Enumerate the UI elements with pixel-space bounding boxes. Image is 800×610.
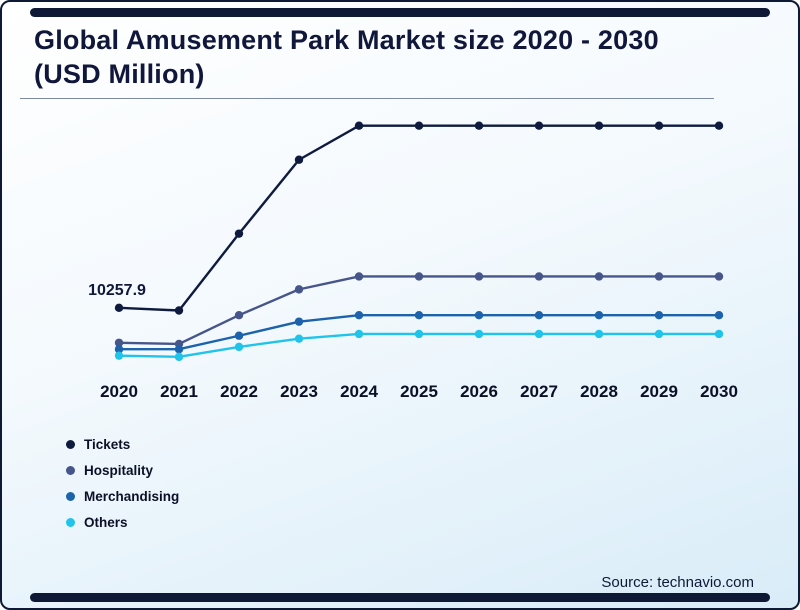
x-axis-label: 2030: [700, 382, 738, 401]
data-point-others: [114, 351, 124, 360]
line-chart: 2020 2021 2022 2023 2024 2025 2026 2027 2028 2029…: [64, 90, 744, 410]
data-point-merchandising: [174, 345, 184, 354]
top-bar-decoration: [30, 8, 770, 17]
data-point-tickets: [414, 121, 424, 130]
source-text: Source: technavio.com: [601, 574, 754, 591]
legend-label: Hospitality: [84, 463, 154, 478]
data-point-others: [594, 329, 604, 339]
data-point-tickets: [114, 303, 124, 313]
x-axis-label: 2024: [340, 382, 378, 401]
data-point-hospitality: [354, 272, 364, 281]
legend-item-tickets: Tickets: [66, 437, 179, 452]
legend-dot-hospitality-icon: [66, 466, 75, 475]
x-axis-label: 2022: [220, 382, 258, 401]
legend-item-hospitality: Hospitality: [66, 463, 179, 478]
legend-label: Merchandising: [84, 489, 180, 504]
data-point-merchandising: [234, 331, 244, 340]
data-point-tickets: [474, 121, 484, 130]
x-axis-label: 2029: [640, 382, 678, 401]
data-label-annotation: 10257.9: [88, 282, 146, 299]
data-point-tickets: [534, 121, 544, 130]
legend-label: Others: [84, 515, 128, 530]
legend-item-merchandising: Merchandising: [66, 489, 179, 504]
data-point-tickets: [594, 121, 604, 130]
x-axis-label: 2026: [460, 382, 498, 401]
data-point-merchandising: [114, 345, 124, 354]
data-point-hospitality: [234, 311, 244, 320]
legend-dot-others-icon: [66, 518, 75, 527]
data-point-merchandising: [654, 311, 664, 320]
data-point-others: [714, 329, 724, 339]
data-point-tickets: [714, 121, 724, 130]
series-line-tickets: [118, 124, 719, 312]
data-point-hospitality: [414, 272, 424, 281]
bottom-bar-decoration: [30, 593, 770, 602]
data-point-hospitality: [474, 272, 484, 281]
data-point-merchandising: [294, 317, 304, 326]
data-point-others: [534, 329, 544, 339]
data-point-others: [294, 334, 304, 343]
data-point-others: [354, 329, 364, 339]
data-point-hospitality: [654, 272, 664, 281]
legend-dot-tickets-icon: [66, 440, 75, 449]
data-point-tickets: [234, 229, 244, 238]
title-divider: [20, 98, 714, 99]
data-point-others: [474, 329, 484, 339]
data-point-merchandising: [534, 311, 544, 320]
data-point-tickets: [654, 121, 664, 130]
data-point-hospitality: [114, 338, 124, 347]
data-point-others: [414, 329, 424, 339]
chart-legend: Tickets Hospitality Merchandising Others: [66, 437, 179, 541]
line-chart-svg: 2020 2021 2022 2023 2024 2025 2026 2027 2028 2029…: [88, 121, 738, 401]
x-axis-label: 2025: [400, 382, 438, 401]
data-point-others: [234, 342, 244, 352]
data-point-merchandising: [474, 311, 484, 320]
x-axis-label: 2021: [160, 382, 198, 401]
x-axis-label: 2028: [580, 382, 618, 401]
legend-item-others: Others: [66, 515, 179, 530]
data-point-merchandising: [714, 311, 724, 320]
data-point-merchandising: [414, 311, 424, 320]
data-point-hospitality: [714, 272, 724, 281]
data-point-hospitality: [294, 285, 304, 294]
data-point-tickets: [174, 306, 184, 315]
x-axis-label: 2027: [520, 382, 558, 401]
x-axis-label: 2020: [100, 382, 138, 401]
data-point-tickets: [354, 121, 364, 130]
x-axis-label: 2023: [280, 382, 318, 401]
data-point-tickets: [294, 155, 304, 164]
data-point-merchandising: [594, 311, 604, 320]
data-point-others: [174, 352, 184, 362]
data-point-merchandising: [354, 311, 364, 320]
chart-title: Global Amusement Park Market size 2020 -…: [34, 25, 659, 89]
legend-label: Tickets: [84, 437, 131, 452]
legend-dot-merchandising-icon: [66, 492, 75, 501]
data-point-hospitality: [594, 272, 604, 281]
data-point-others: [654, 329, 664, 339]
data-point-hospitality: [534, 272, 544, 281]
